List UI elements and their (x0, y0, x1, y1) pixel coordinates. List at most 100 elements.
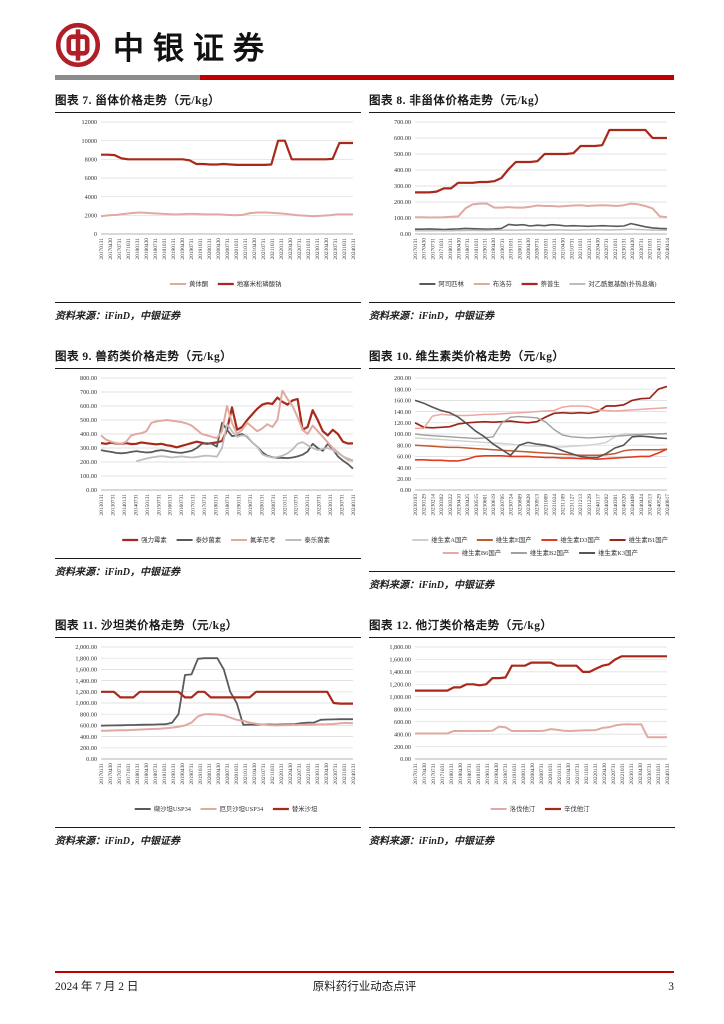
svg-text:20231127: 20231127 (569, 494, 575, 516)
svg-text:0.00: 0.00 (400, 756, 411, 763)
svg-text:20230131: 20230131 (622, 238, 628, 260)
svg-text:20220731: 20220731 (317, 494, 323, 516)
svg-text:20210131: 20210131 (557, 763, 563, 785)
svg-text:20180131: 20180131 (214, 494, 220, 516)
svg-text:20220731: 20220731 (297, 238, 303, 260)
svg-text:20180731: 20180731 (153, 238, 159, 260)
footer-date: 2024 年 7 月 2 日 (55, 981, 139, 993)
svg-text:20240617: 20240617 (665, 494, 671, 516)
svg-text:20191031: 20191031 (509, 238, 515, 260)
svg-text:20180731: 20180731 (225, 494, 231, 516)
svg-text:20240131: 20240131 (665, 763, 671, 785)
svg-text:20171031: 20171031 (439, 238, 445, 260)
svg-text:20200430: 20200430 (216, 763, 222, 785)
svg-text:20170131: 20170131 (413, 238, 419, 260)
svg-text:洛伐他汀: 洛伐他汀 (510, 804, 536, 813)
svg-text:20231031: 20231031 (656, 763, 662, 785)
svg-text:20210731: 20210731 (569, 238, 575, 260)
svg-text:20200430: 20200430 (530, 763, 536, 785)
svg-text:400.00: 400.00 (80, 734, 97, 741)
svg-text:400.00: 400.00 (80, 431, 97, 438)
svg-text:20240131: 20240131 (351, 238, 357, 260)
svg-text:600.00: 600.00 (394, 135, 411, 142)
svg-text:20170131: 20170131 (191, 494, 197, 516)
svg-text:200.00: 200.00 (394, 744, 411, 751)
svg-text:12000: 12000 (82, 119, 97, 126)
svg-text:20181031: 20181031 (162, 238, 168, 260)
svg-text:20190430: 20190430 (180, 238, 186, 260)
svg-text:地塞米松磷酸钠: 地塞米松磷酸钠 (237, 279, 282, 288)
footer-page-number: 3 (668, 981, 674, 993)
svg-text:2000: 2000 (85, 213, 97, 220)
svg-text:维生素D3国产: 维生素D3国产 (560, 535, 600, 544)
figure-title: 图表 7. 甾体价格走势（元/kg） (55, 92, 361, 113)
figure-title: 图表 9. 兽药类价格走势（元/kg） (55, 348, 361, 369)
svg-text:20160131: 20160131 (168, 494, 174, 516)
svg-text:20230705: 20230705 (500, 494, 506, 516)
svg-text:20210731: 20210731 (261, 238, 267, 260)
svg-text:0.00: 0.00 (400, 231, 411, 238)
svg-text:20181031: 20181031 (474, 238, 480, 260)
svg-text:20231031: 20231031 (648, 238, 654, 260)
svg-text:8000: 8000 (85, 157, 97, 164)
svg-text:20180430: 20180430 (144, 238, 150, 260)
svg-text:20220731: 20220731 (604, 238, 610, 260)
figure-source: 资料来源：iFinD，中银证券 (55, 302, 361, 322)
svg-text:20180131: 20180131 (449, 763, 455, 785)
svg-text:20231213: 20231213 (578, 494, 584, 516)
svg-text:20.00: 20.00 (397, 476, 411, 483)
svg-text:20200131: 20200131 (259, 494, 265, 516)
svg-text:20230731: 20230731 (333, 763, 339, 785)
svg-text:20230601: 20230601 (483, 494, 489, 516)
svg-text:20230724: 20230724 (509, 494, 515, 516)
svg-text:20191031: 20191031 (198, 238, 204, 260)
svg-text:20240529: 20240529 (656, 494, 662, 516)
svg-text:维生素B2国产: 维生素B2国产 (530, 548, 569, 557)
nonsteroid-price-chart: 0.00 100.00 200.00 300.00 400.00 500.00 600.00… (371, 116, 673, 300)
svg-text:20220731: 20220731 (611, 763, 617, 785)
svg-text:20221031: 20221031 (306, 238, 312, 260)
svg-text:20181031: 20181031 (476, 763, 482, 785)
svg-text:20170131: 20170131 (99, 763, 105, 785)
svg-text:0.00: 0.00 (86, 487, 97, 494)
svg-text:20221031: 20221031 (620, 763, 626, 785)
svg-text:500.00: 500.00 (80, 417, 97, 424)
svg-text:20150731: 20150731 (156, 494, 162, 516)
header-divider (55, 75, 674, 80)
svg-text:20220131: 20220131 (305, 494, 311, 516)
svg-text:20220131: 20220131 (279, 238, 285, 260)
figure-source: 资料来源：iFinD，中银证券 (369, 302, 675, 322)
svg-text:20230430: 20230430 (324, 238, 330, 260)
svg-text:20210131: 20210131 (243, 763, 249, 785)
svg-text:维生素K3国产: 维生素K3国产 (598, 548, 638, 557)
vitamin-price-chart: 0.00 20.00 40.00 60.00 80.00 100.00 120.00 140.… (371, 372, 673, 569)
svg-text:20220430: 20220430 (595, 238, 601, 260)
svg-text:200.00: 200.00 (80, 745, 97, 752)
figure-11: 图表 11. 沙坦类价格走势（元/kg） 0.00 200.00 400.00 600… (55, 617, 361, 847)
svg-text:20170731: 20170731 (430, 238, 436, 260)
svg-text:200.00: 200.00 (80, 459, 97, 466)
svg-text:20180430: 20180430 (458, 763, 464, 785)
svg-text:20231031: 20231031 (342, 238, 348, 260)
svg-text:20230731: 20230731 (333, 238, 339, 260)
svg-text:20240131: 20240131 (656, 238, 662, 260)
svg-text:20231024: 20231024 (552, 494, 558, 516)
svg-text:20220731: 20220731 (297, 763, 303, 785)
svg-text:20170430: 20170430 (422, 763, 428, 785)
svg-text:180.00: 180.00 (394, 386, 411, 393)
svg-text:20230913: 20230913 (535, 494, 541, 516)
svg-text:20210131: 20210131 (243, 238, 249, 260)
svg-text:2,000.00: 2,000.00 (75, 644, 97, 651)
brand-name: 中银证券 (113, 30, 273, 66)
figure-12: 图表 12. 他汀类价格走势（元/kg） 0.00 200.00 400.00 600… (369, 617, 675, 847)
svg-text:20200131: 20200131 (207, 763, 213, 785)
svg-text:10000: 10000 (82, 138, 97, 145)
svg-text:20160731: 20160731 (179, 494, 185, 516)
statin-price-chart: 0.00 200.00 400.00 600.00 800.00 1,000.00 1,20… (371, 641, 673, 825)
svg-text:20231109: 20231109 (561, 494, 567, 516)
chart-svg: 0.00 200.00 400.00 600.00 800.00 1,000.00 1,20… (389, 644, 671, 813)
svg-text:20200731: 20200731 (535, 238, 541, 260)
svg-text:20170430: 20170430 (108, 238, 114, 260)
svg-text:1,200.00: 1,200.00 (75, 689, 97, 696)
